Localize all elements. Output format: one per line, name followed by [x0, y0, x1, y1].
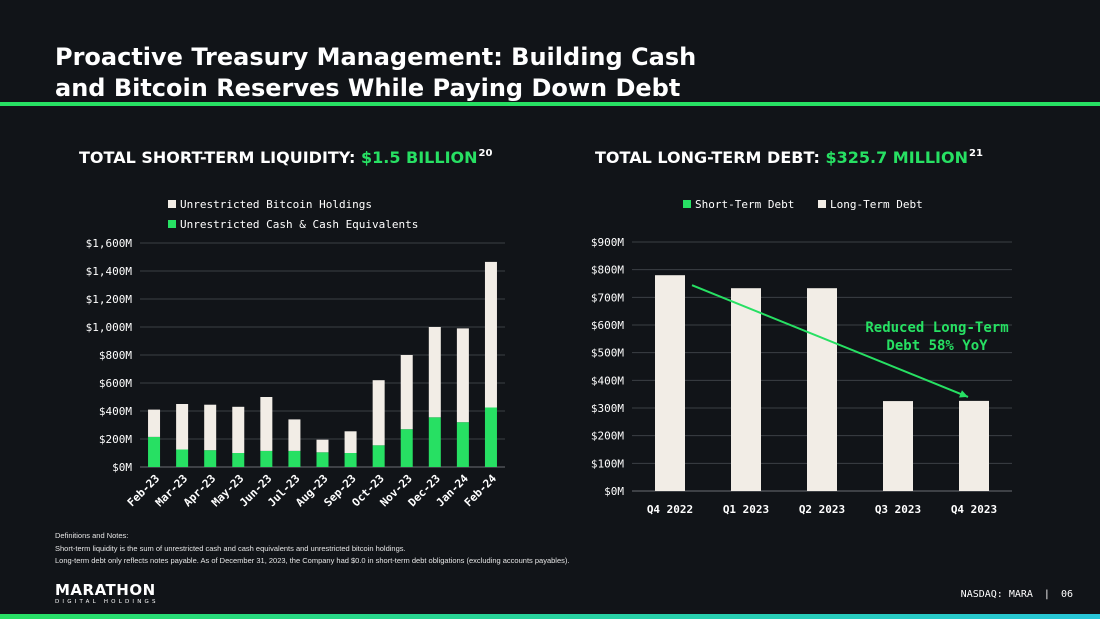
bar-segment — [344, 453, 357, 467]
bar-segment — [232, 453, 245, 467]
bar-segment — [344, 431, 357, 453]
bar-segment — [731, 288, 761, 491]
y-tick-label: $800M — [99, 349, 132, 362]
y-tick-label: $1,000M — [86, 321, 133, 334]
bar-segment — [288, 419, 301, 451]
note-short-term-liquidity: Short-term liquidity is the sum of unres… — [55, 543, 406, 553]
legend-label: Short-Term Debt — [695, 198, 794, 211]
y-tick-label: $600M — [591, 319, 624, 332]
y-tick-label: $400M — [99, 405, 132, 418]
y-tick-label: $500M — [591, 347, 624, 360]
y-tick-label: $300M — [591, 402, 624, 415]
bar-segment — [288, 450, 301, 467]
legend-label: Unrestricted Cash & Cash Equivalents — [180, 218, 418, 231]
bar-segment — [959, 400, 989, 491]
x-tick-label: Q4 2022 — [647, 503, 693, 516]
debt-title-value: $325.7 MILLION — [825, 148, 968, 167]
liquidity-title-prefix: TOTAL SHORT-TERM LIQUIDITY: — [79, 148, 356, 167]
bar-segment — [204, 404, 217, 451]
debt-title-footnote: 21 — [968, 148, 983, 159]
bar-segment — [484, 407, 497, 467]
liquidity-chart: $0M $200M $400M $600M $800M $1,000M $1,200M $1,… — [86, 198, 505, 510]
legend-label: Unrestricted Bitcoin Holdings — [180, 198, 372, 211]
bottom-accent-bar — [0, 614, 1100, 619]
page-title: Proactive Treasury Management: Building … — [55, 42, 855, 104]
notes-section: Definitions and Notes: Short-term liquid… — [55, 531, 855, 569]
bar-segment — [372, 445, 385, 467]
x-tick-label: Q3 2023 — [875, 503, 921, 516]
legend-label: Long-Term Debt — [830, 198, 923, 211]
bar-segment — [428, 327, 441, 418]
legend-swatch — [818, 200, 826, 208]
legend-swatch — [683, 200, 691, 208]
y-tick-label: $100M — [591, 457, 624, 470]
bar-segment — [316, 439, 329, 453]
legend-swatch — [168, 220, 176, 228]
bar-segment — [484, 261, 497, 408]
y-tick-label: $900M — [591, 236, 624, 249]
bar-segment — [372, 380, 385, 446]
x-tick-label: Feb-24 — [462, 472, 500, 510]
bar-segment — [655, 275, 685, 491]
bar-segment — [807, 288, 837, 491]
page-title-line-2: and Bitcoin Reserves While Paying Down D… — [55, 74, 681, 102]
logo-wordmark: MARATHON — [55, 581, 156, 599]
debt-chart-title: TOTAL LONG-TERM DEBT: $325.7 MILLION21 — [595, 148, 983, 167]
y-tick-label: $800M — [591, 264, 624, 277]
footer-separator: | — [1043, 589, 1050, 600]
bar-segment — [456, 328, 469, 423]
liquidity-title-value: $1.5 BILLION — [360, 148, 478, 167]
bar-segment — [428, 417, 441, 467]
bar-segment — [456, 422, 469, 467]
bar-segment — [148, 409, 161, 437]
annotation-line-2: Debt 58% YoY — [886, 338, 988, 354]
trend-arrow-line — [691, 284, 969, 398]
y-tick-label: $200M — [99, 433, 132, 446]
page-number: 06 — [1060, 589, 1073, 600]
bar-segment — [176, 404, 189, 450]
liquidity-title-footnote: 20 — [478, 148, 493, 159]
y-tick-label: $0M — [604, 485, 624, 498]
y-tick-label: $0M — [112, 461, 132, 474]
bar-segment — [400, 429, 413, 467]
y-tick-label: $400M — [591, 374, 624, 387]
liquidity-chart-title: TOTAL SHORT-TERM LIQUIDITY: $1.5 BILLION… — [79, 148, 492, 167]
bar-segment — [176, 449, 189, 467]
y-tick-label: $1,200M — [86, 293, 133, 306]
annotation-line-1: Reduced Long-Term — [865, 320, 1008, 336]
title-underline — [0, 102, 1100, 106]
bar-segment — [148, 436, 161, 467]
note-long-term-debt: Long-term debt only reflects notes payab… — [55, 556, 570, 565]
x-tick-label: Q1 2023 — [723, 503, 769, 516]
y-tick-label: $200M — [591, 430, 624, 443]
bar-segment — [260, 397, 273, 451]
bar-segment — [400, 355, 413, 430]
debt-chart: $0M $100M $200M $300M $400M $500M $600M $700M $8… — [591, 198, 1012, 516]
debt-title-prefix: TOTAL LONG-TERM DEBT: — [595, 148, 820, 167]
company-logo: MARATHON DIGITAL HOLDINGS — [55, 581, 185, 606]
legend-swatch — [168, 200, 176, 208]
bar-segment — [316, 452, 329, 467]
y-tick-label: $1,600M — [86, 237, 133, 250]
y-tick-label: $600M — [99, 377, 132, 390]
x-tick-label: Q2 2023 — [799, 503, 845, 516]
bar-segment — [260, 450, 273, 467]
page-title-line-1: Proactive Treasury Management: Building … — [55, 43, 697, 71]
notes-heading: Definitions and Notes: — [55, 531, 129, 540]
y-tick-label: $700M — [591, 291, 624, 304]
bar-segment — [204, 450, 217, 467]
y-tick-label: $1,400M — [86, 265, 133, 278]
logo-subtitle: DIGITAL HOLDINGS — [55, 599, 159, 605]
bar-segment — [883, 401, 913, 491]
x-tick-label: Q4 2023 — [951, 503, 997, 516]
footer-info: NASDAQ: MARA | 06 — [961, 589, 1073, 600]
footer-ticker: NASDAQ: MARA — [960, 589, 1033, 600]
bar-segment — [232, 406, 245, 453]
trend-arrow-head — [959, 390, 968, 398]
